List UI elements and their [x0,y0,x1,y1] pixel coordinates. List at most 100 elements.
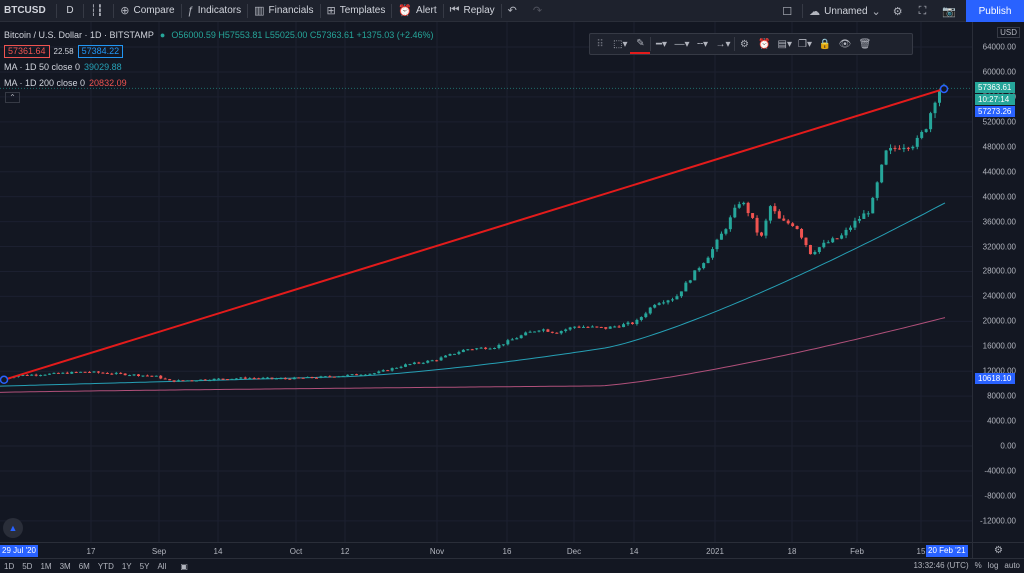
candle-body [163,378,167,380]
currency-label[interactable]: USD [997,27,1020,38]
indicators-button[interactable]: ƒ Indicators [182,0,247,22]
candle-body [266,377,270,379]
candle-body [524,332,528,336]
candle-body [412,362,416,365]
range-button-1y[interactable]: 1Y [121,561,132,571]
candle-body [417,362,421,364]
collapse-legend-button[interactable]: ⌃ [5,92,20,103]
log-toggle[interactable]: log [987,561,999,570]
layout-select-button[interactable]: ☐ [776,0,802,22]
range-button-1m[interactable]: 1M [40,561,52,571]
visual-order-button[interactable]: ▤▾ [775,34,795,54]
candle-body [777,211,781,219]
candle-body [849,227,852,230]
top-toolbar: BTCUSD D ┆┇ ⊕ Compare ƒ Indicators ▥ Financ… [0,0,1024,22]
goto-date-icon[interactable]: ▣ [180,561,188,571]
camera-icon: 📷 [942,5,956,18]
time-tick-label: 16 [502,547,512,556]
lock-button[interactable]: 🔒 [815,34,835,54]
buy-price-button[interactable]: 57384.22 [77,44,124,58]
alert-button[interactable]: ⏰ Alert [392,0,442,22]
candle-body [61,372,65,374]
interval-button[interactable]: D [57,0,83,22]
time-axis[interactable]: 15 Feb 18 2021 14 Dec 16 Nov 12 Oct 14 Sep 17 29 Jul… [0,542,972,558]
percent-toggle[interactable]: % [974,561,982,570]
candle-body [813,252,817,255]
alert-on-drawing-button[interactable]: ⏰ [755,34,775,54]
range-button-5y[interactable]: 5Y [139,561,150,571]
compare-button[interactable]: ⊕ Compare [114,0,180,22]
candle-body [519,335,523,339]
range-button-all[interactable]: All [157,561,167,571]
range-button-1d[interactable]: 1D [4,561,15,571]
candle-body [257,378,261,380]
candle-body [114,372,118,374]
candle-body [226,379,229,381]
redo-button[interactable]: ↷ [527,0,552,22]
publish-button[interactable]: Publish [966,0,1024,22]
line-style-icon: ―▾ [674,38,690,50]
undo-button[interactable]: ↶ [502,0,527,22]
templates-label: Templates [339,5,386,16]
candle-body [795,226,799,229]
candle-body [359,374,363,376]
range-button-5d[interactable]: 5D [22,561,33,571]
layout-name-button[interactable]: ☁ Unnamed ⌄ [803,0,887,22]
clock[interactable]: 13:32:46 (UTC) [913,561,969,570]
chart-legend: Bitcoin / U.S. Dollar · 1D · BITSTAMP ● … [4,27,434,91]
price-tick-label: -12000.00 [979,516,1016,526]
candle-body [270,377,274,379]
candle-body [288,378,292,380]
template-button[interactable]: ⬚▾ [610,34,630,54]
range-button-ytd[interactable]: YTD [97,561,114,571]
candle-body [150,375,154,377]
range-button-6m[interactable]: 6M [78,561,90,571]
ma50-legend[interactable]: MA · 1D 50 close 0 39029.88 [4,59,434,75]
snapshot-button[interactable]: 📷 [936,0,966,22]
publish-label: Publish [978,5,1012,17]
price-chart[interactable] [0,22,972,542]
candle-body [582,326,585,328]
logo-icon: ▲ [8,523,18,533]
candle-body [297,377,301,379]
range-button-3m[interactable]: 3M [59,561,71,571]
line-end-button[interactable]: →▾ [713,34,734,54]
chart-style-button[interactable]: ┆┇ [84,0,113,22]
financials-button[interactable]: ▥ Financials [248,0,319,22]
chart-settings-corner[interactable]: ⚙ [972,542,1024,558]
delete-button[interactable]: 🗑 [855,34,875,54]
replay-button[interactable]: ⏮ Replay [444,0,501,22]
price-tick-label: 44000.00 [982,167,1016,177]
templates-button[interactable]: ⊞ Templates [321,0,392,22]
price-tick-label: -8000.00 [984,491,1016,501]
chevron-down-icon: ⌄ [871,5,881,18]
auto-toggle[interactable]: auto [1004,561,1020,570]
line-color-button[interactable]: ✎ [630,34,651,54]
sell-price-button[interactable]: 57361.64 [4,44,50,58]
line-style-button[interactable]: ―▾ [671,34,692,54]
line-dash-button[interactable]: ╌▾ [693,34,713,54]
candle-body [493,347,496,349]
price-axis[interactable]: USD 64000.0060000.0056000.0052000.004800… [972,22,1024,542]
tradingview-logo[interactable]: ▲ [3,518,23,538]
market-open-dot-icon: ● [159,30,166,40]
ma200-legend[interactable]: MA · 1D 200 close 0 20832.09 [4,75,434,91]
drawing-settings-button[interactable]: ⚙ [735,34,755,54]
hide-button[interactable]: 👁 [835,34,855,54]
candle-body [43,374,47,376]
line-width-button[interactable]: ━▾ [651,34,671,54]
symbol-search[interactable]: BTCUSD [0,0,56,22]
time-tick-label: 17 [86,547,96,556]
candle-body [822,242,826,248]
candle-body [25,374,29,376]
candle-body [889,147,893,151]
fullscreen-button[interactable]: ⛶ [913,0,937,22]
settings-button[interactable]: ⚙ [887,0,913,22]
candle-body [337,376,341,378]
candle-body [430,360,434,362]
candle-body [559,331,563,334]
clone-button[interactable]: ❐▾ [795,34,815,54]
candle-body [52,372,56,374]
candle-body [786,220,790,224]
drag-handle-icon[interactable]: ⠿ [596,38,604,50]
